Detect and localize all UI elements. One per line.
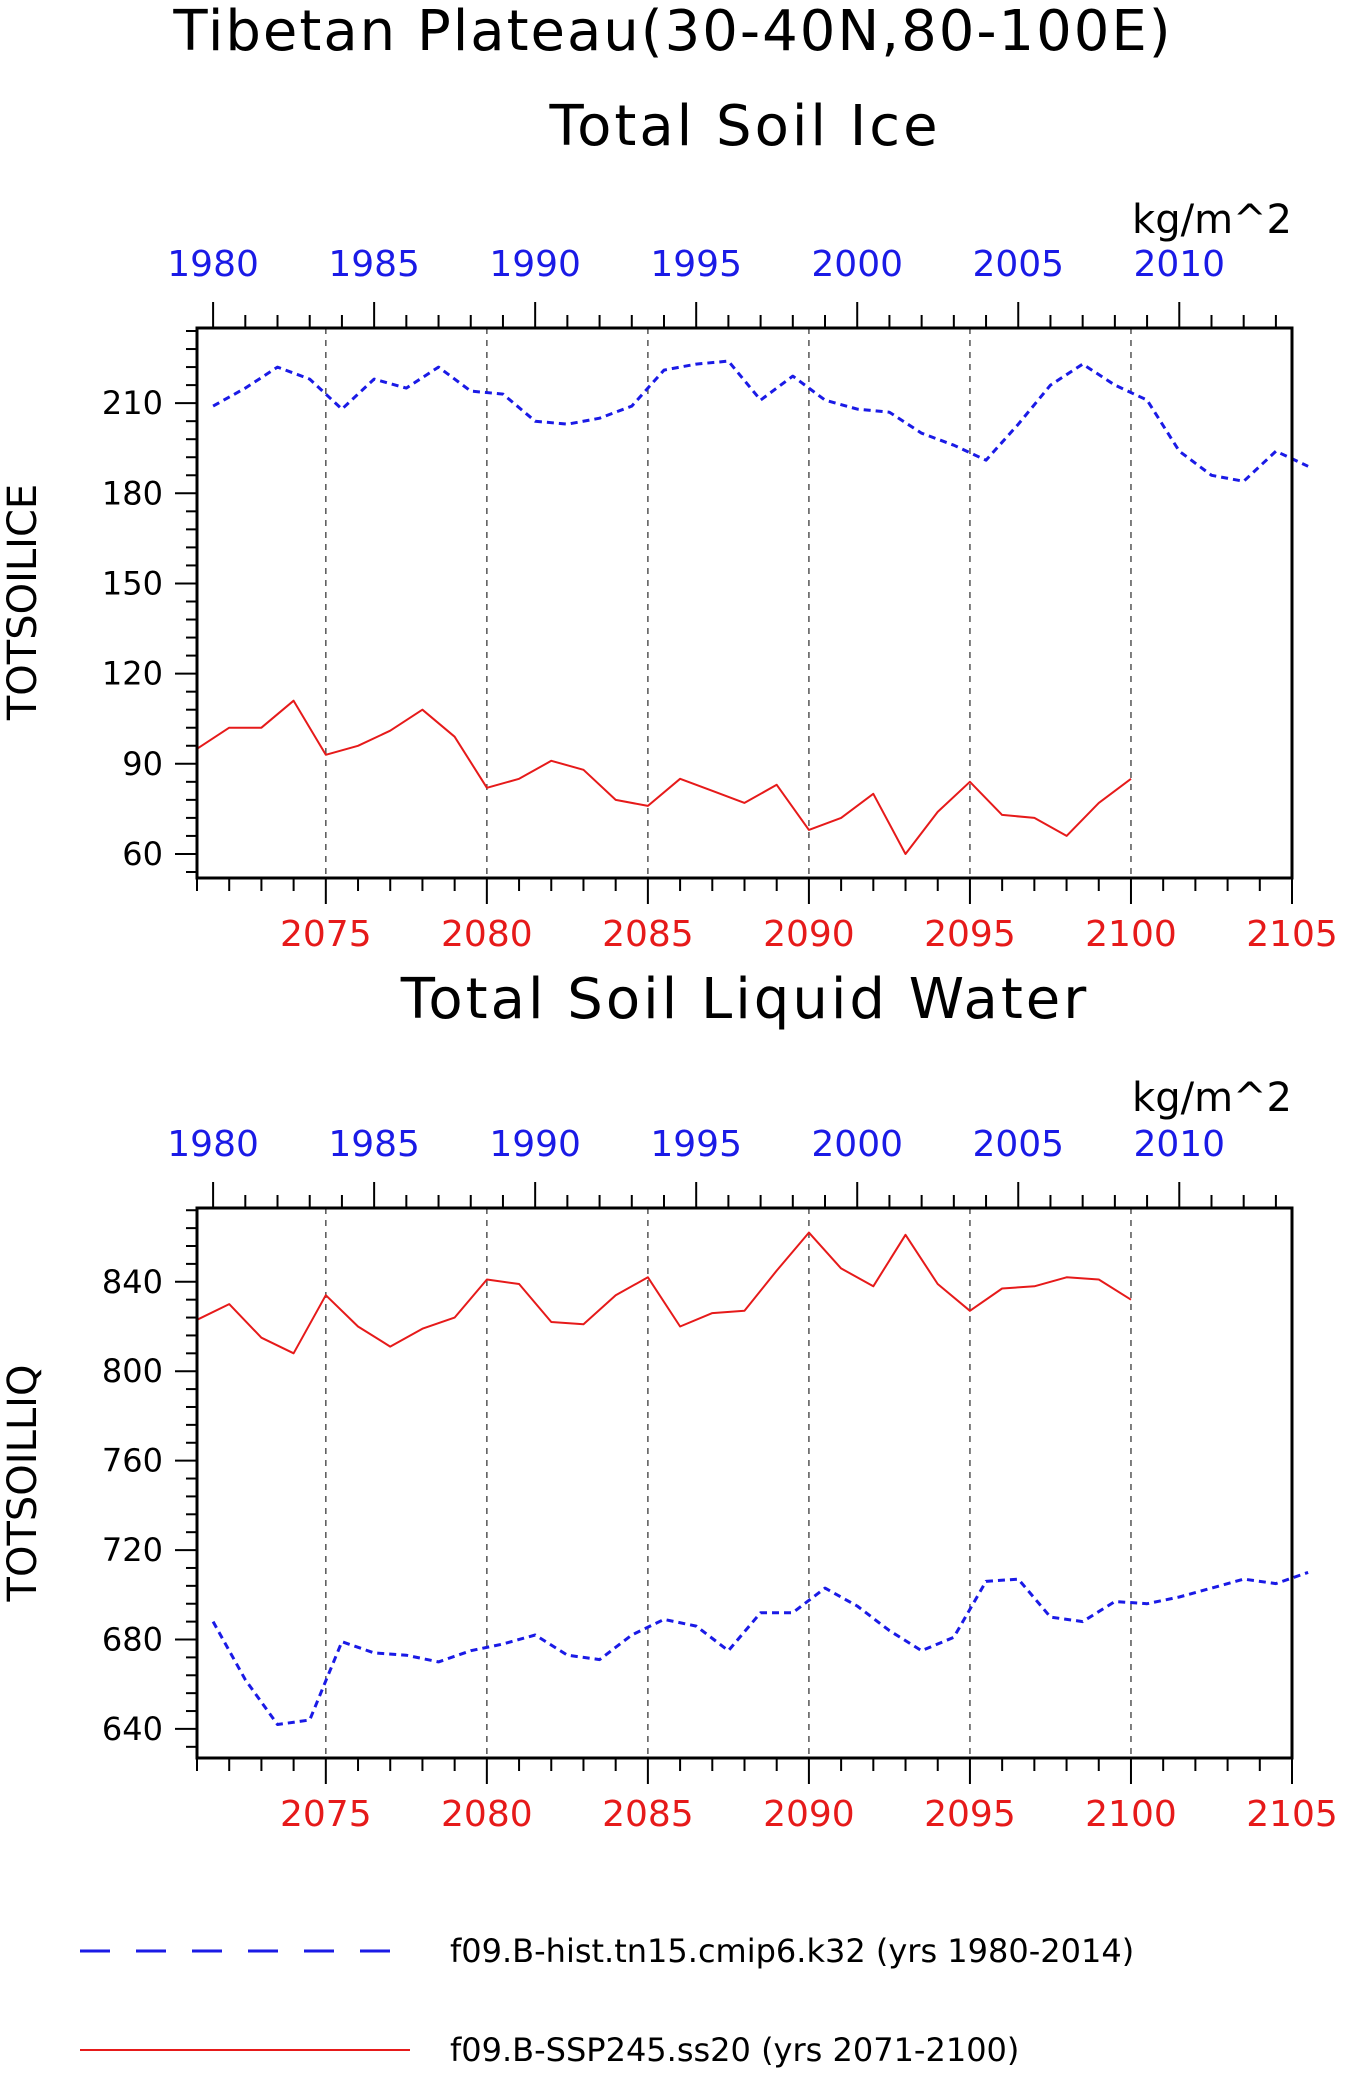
bottom-x-tick-label: 2095 <box>924 1794 1016 1835</box>
top-x-tick-label: 1985 <box>328 244 420 285</box>
top-x-tick-label: 2005 <box>972 244 1064 285</box>
bottom-x-tick-label: 2090 <box>763 1794 855 1835</box>
bottom-x-tick-label: 2075 <box>280 914 372 955</box>
tick-layer: 2075 2080 2085 2090 2095 2100 2105 1980 1985 1990… <box>102 1124 1338 1835</box>
y-tick-label: 150 <box>102 564 163 602</box>
units-label: kg/m^2 <box>1132 197 1292 243</box>
series-line-ssp <box>196 1231 1132 1355</box>
bottom-x-tick-label: 2085 <box>602 1794 694 1835</box>
soil-ice-panel: Total Soil Ice kg/m^2 TOTSOILICE 2075 208… <box>0 94 1338 955</box>
legend-label-ssp: f09.B-SSP245.ss20 (yrs 2071-2100) <box>450 2031 1019 2069</box>
top-x-tick-label: 2010 <box>1133 1124 1225 1165</box>
tick-layer: 2075 2080 2085 2090 2095 2100 2105 1980 1985 1990… <box>102 244 1338 955</box>
series-line-hist <box>212 359 1309 483</box>
top-x-tick-label: 1985 <box>328 1124 420 1165</box>
bottom-x-tick-label: 2100 <box>1085 914 1177 955</box>
series-layer <box>196 359 1309 855</box>
top-x-tick-label: 2000 <box>811 1124 903 1165</box>
y-tick-label: 720 <box>102 1531 163 1569</box>
bottom-x-tick-label: 2095 <box>924 914 1016 955</box>
plot-frame <box>195 1206 1294 1760</box>
top-x-tick-label: 1995 <box>650 1124 742 1165</box>
legend: f09.B-hist.tn15.cmip6.k32 (yrs 1980-2014… <box>80 1932 1134 2069</box>
y-tick-label: 840 <box>102 1263 163 1301</box>
series-line-ssp <box>196 699 1132 855</box>
soil-liquid-panel: Total Soil Liquid Water kg/m^2 TOTSOILLI… <box>0 967 1338 1835</box>
top-x-tick-label: 2010 <box>1133 244 1225 285</box>
y-tick-label: 680 <box>102 1621 163 1659</box>
top-x-tick-label: 1995 <box>650 244 742 285</box>
bottom-x-tick-label: 2100 <box>1085 1794 1177 1835</box>
top-x-tick-label: 1990 <box>489 244 581 285</box>
series-layer <box>196 1231 1309 1726</box>
bottom-x-tick-label: 2080 <box>441 914 533 955</box>
y-tick-label: 800 <box>102 1352 163 1390</box>
top-x-tick-label: 1980 <box>167 244 259 285</box>
bottom-x-tick-label: 2080 <box>441 1794 533 1835</box>
y-axis-label: TOTSOILICE <box>0 484 46 721</box>
top-x-tick-label: 1990 <box>489 1124 581 1165</box>
y-tick-label: 760 <box>102 1442 163 1480</box>
y-tick-label: 90 <box>122 745 163 783</box>
bottom-x-tick-label: 2105 <box>1246 914 1338 955</box>
y-tick-label: 640 <box>102 1710 163 1748</box>
y-tick-label: 120 <box>102 655 163 693</box>
series-line-hist <box>211 1570 1309 1726</box>
top-x-tick-label: 2000 <box>811 244 903 285</box>
figure-title: Tibetan Plateau(30-40N,80-100E) <box>172 0 1172 64</box>
bottom-x-tick-label: 2085 <box>602 914 694 955</box>
y-axis-label: TOTSOILLIQ <box>0 1365 46 1603</box>
legend-label-hist: f09.B-hist.tn15.cmip6.k32 (yrs 1980-2014… <box>450 1932 1134 1970</box>
top-x-tick-label: 1980 <box>167 1124 259 1165</box>
units-label: kg/m^2 <box>1132 1075 1292 1121</box>
bottom-x-tick-label: 2090 <box>763 914 855 955</box>
plot-frame <box>195 326 1294 880</box>
y-tick-label: 60 <box>122 835 163 873</box>
top-x-tick-label: 2005 <box>972 1124 1064 1165</box>
bottom-x-tick-label: 2075 <box>280 1794 372 1835</box>
panel-title: Total Soil Liquid Water <box>400 967 1090 1032</box>
y-tick-label: 210 <box>102 384 163 422</box>
y-tick-label: 180 <box>102 474 163 512</box>
bottom-x-tick-label: 2105 <box>1246 1794 1338 1835</box>
panel-title: Total Soil Ice <box>548 94 940 159</box>
